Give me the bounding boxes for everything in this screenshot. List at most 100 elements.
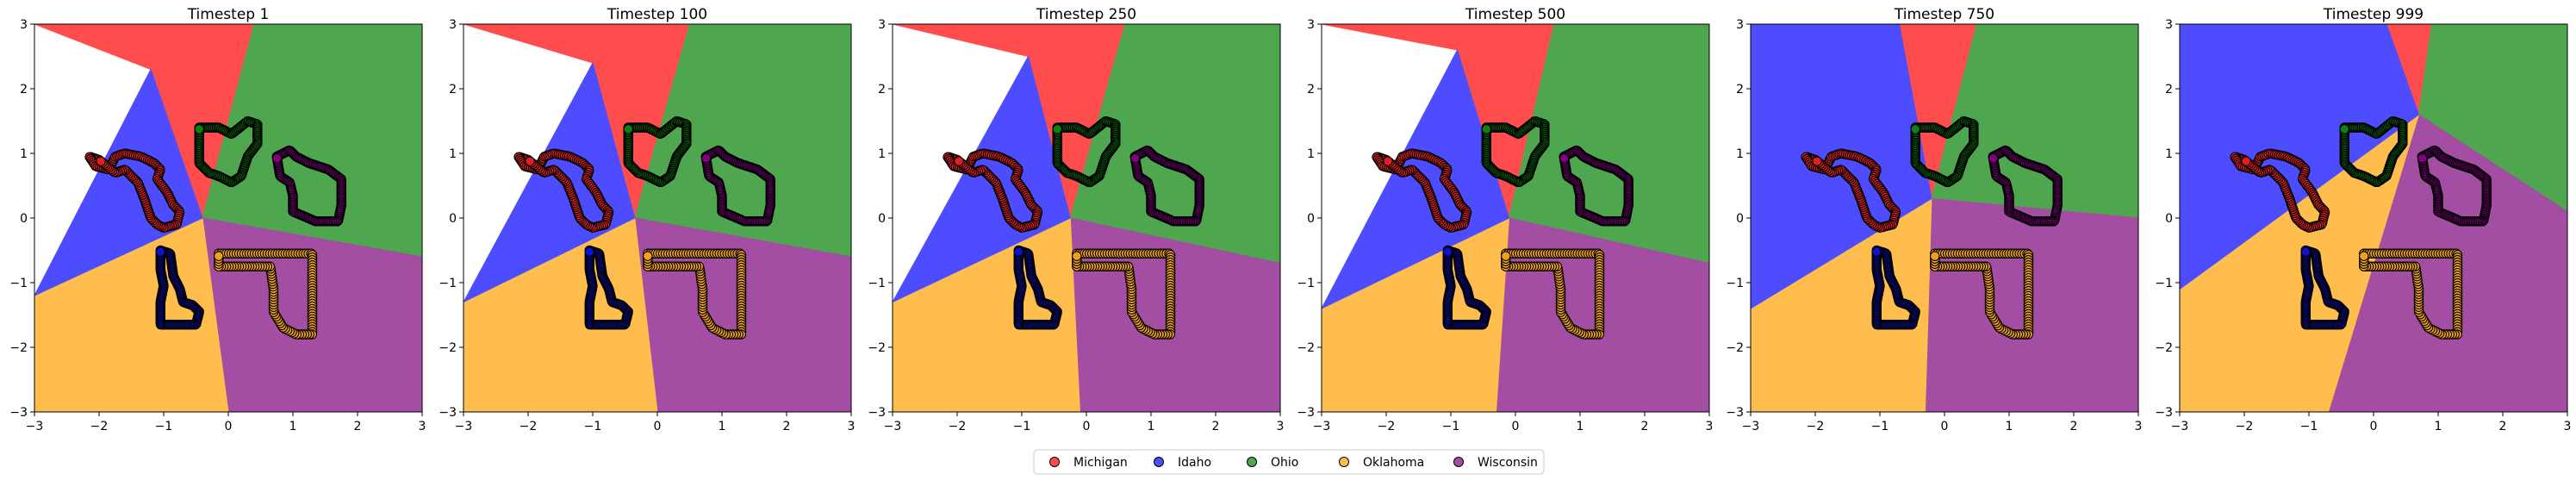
panel-title: Timestep 1 [187,6,270,23]
y-tick-label: −3 [439,406,457,420]
legend-label-oklahoma: Oklahoma [1363,456,1424,470]
panel-250: −3 −2 −1 0 1 2 3 −3 −2 −1 0 1 2 3 Timestep 250 [868,6,1284,433]
panel-750: −3 −2 −1 0 1 2 3 −3 −2 −1 0 1 2 3 Timestep 750 [1726,6,2142,433]
x-tick-label: 2 [1641,420,1649,433]
x-tick-label: −2 [949,420,967,433]
point-wisconsin [1129,153,1141,164]
y-tick-label: −3 [868,406,886,420]
region-idaho [893,55,1071,303]
y-tick-label: −3 [9,406,28,420]
x-tick-label: 0 [2370,420,2378,433]
point-ohio [194,124,205,134]
y-tick-label: −2 [1726,341,1744,355]
point-oklahoma [1930,251,1940,261]
legend: Michigan Idaho Ohio Oklahoma Wisconsin [1033,449,1545,475]
y-tick-label: 0 [20,212,28,226]
point-ohio [2339,124,2350,134]
x-tick-label: 1 [289,420,297,433]
panel-title: Timestep 500 [1465,6,1565,23]
panel-100: −3 −2 −1 0 1 2 3 −3 −2 −1 0 1 2 3 Timestep 100 [439,6,855,433]
x-tick-label: −2 [1378,420,1396,433]
x-tick-label: −3 [884,420,902,433]
x-tick-label: −3 [1313,420,1331,433]
point-idaho [2300,246,2312,258]
region-idaho [2180,24,2420,290]
y-tick-label: −1 [1726,277,1744,290]
x-tick-label: 1 [719,420,726,433]
point-oklahoma [1072,251,1082,261]
y-tick-label: 1 [449,147,457,161]
point-michigan [1812,156,1822,166]
point-michigan [525,156,535,166]
point-michigan [96,156,106,166]
y-tick-label: 2 [449,83,457,97]
data-points [2230,116,2492,340]
decision-regions [1322,24,1709,412]
legend-label-ohio: Ohio [1271,456,1298,470]
x-tick-label: 2 [783,420,791,433]
point-ohio [1910,124,1921,134]
y-tick-label: −1 [2155,277,2173,290]
y-tick-label: 3 [878,18,886,32]
y-tick-label: −2 [439,341,457,355]
point-michigan [1383,156,1393,166]
x-tick-label: −1 [155,420,173,433]
x-tick-label: 3 [848,420,856,433]
legend-marker-idaho [1154,457,1164,467]
point-idaho [1013,246,1024,258]
region-idaho [464,61,636,303]
x-tick-label: −3 [1742,420,1760,433]
x-tick-label: 3 [1706,420,1714,433]
point-idaho [155,246,166,258]
y-tick-label: −2 [9,341,28,355]
data-points [943,116,1205,340]
legend-marker-wisconsin [1453,457,1464,467]
point-idaho [1442,246,1453,258]
y-tick-label: −2 [868,341,886,355]
x-tick-label: −3 [2171,420,2189,433]
y-tick-label: −3 [2155,406,2173,420]
y-tick-label: 0 [2165,212,2173,226]
y-tick-label: −1 [439,277,457,290]
y-tick-label: 2 [1736,83,1744,97]
x-tick-label: 1 [1577,420,1584,433]
y-tick-label: 3 [1307,18,1315,32]
y-tick-label: −3 [1297,406,1315,420]
point-oklahoma [214,251,224,261]
panel-999: −3 −2 −1 0 1 2 3 −3 −2 −1 0 1 2 3 Timestep 999 [2155,6,2571,433]
y-tick-label: 1 [2165,147,2173,161]
point-idaho [584,246,595,258]
point-wisconsin [1988,153,1999,164]
y-tick-label: −2 [1297,341,1315,355]
x-tick-label: −3 [455,420,473,433]
point-wisconsin [2417,153,2428,164]
x-tick-label: −2 [2236,420,2254,433]
x-tick-label: 1 [2006,420,2013,433]
point-ohio [1052,124,1063,134]
point-wisconsin [700,153,712,164]
point-wisconsin [1559,153,1570,164]
y-tick-label: 0 [1736,212,1744,226]
y-tick-label: 2 [1307,83,1315,97]
point-michigan [2241,156,2251,166]
x-tick-label: −2 [520,420,538,433]
x-tick-label: 3 [1277,420,1285,433]
x-tick-label: 2 [354,420,362,433]
y-tick-label: 2 [20,83,28,97]
x-tick-label: 3 [2564,420,2572,433]
point-oklahoma [643,251,653,261]
decision-regions [2180,24,2567,412]
region-idaho [34,68,203,296]
x-tick-label: 2 [1212,420,1220,433]
x-tick-label: −2 [1807,420,1825,433]
x-tick-label: −2 [90,420,109,433]
x-tick-label: 2 [2070,420,2078,433]
panel-title: Timestep 750 [1894,6,1994,23]
x-tick-label: 1 [1148,420,1155,433]
decision-regions [34,24,422,412]
y-tick-label: 0 [449,212,457,226]
x-tick-label: −1 [1442,420,1460,433]
y-tick-label: 0 [878,212,886,226]
panels: −3 −2 −1 0 1 2 3 −3 −2 −1 0 1 2 3 Timestep 1 −3 −2 −1 0 1 2 3… [9,6,2571,433]
